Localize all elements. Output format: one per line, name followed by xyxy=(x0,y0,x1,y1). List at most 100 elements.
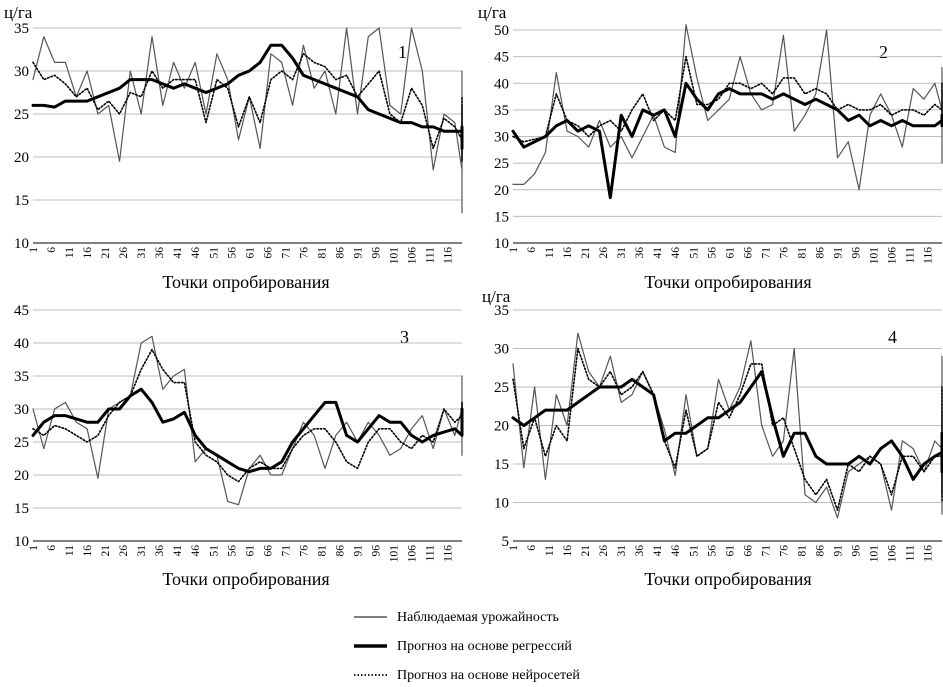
y-tick-label: 15 xyxy=(14,501,29,517)
y-tick-label: 35 xyxy=(494,303,509,319)
x-tick-label: 46 xyxy=(670,247,682,259)
x-tick-label: 1 xyxy=(28,545,40,551)
y-tick-label: 40 xyxy=(14,336,29,352)
panel-4-number: 4 xyxy=(888,327,897,347)
x-tick-label: 116 xyxy=(443,247,455,264)
series-line-dotted xyxy=(512,347,943,512)
panel-4: ц/га 4 Точки опробирования 5 10 15 20 25 30 35… xyxy=(482,287,943,589)
x-tick-label: 111 xyxy=(425,247,437,264)
x-tick-label: 16 xyxy=(562,545,574,557)
y-tick-label: 15 xyxy=(494,209,509,225)
x-tick-label: 6 xyxy=(526,545,538,551)
x-tick-label: 81 xyxy=(316,247,328,259)
x-tick-label: 16 xyxy=(82,247,94,259)
x-tick-label: 61 xyxy=(244,545,256,557)
y-tick-label: 50 xyxy=(494,23,509,39)
x-tick-label: 21 xyxy=(100,247,112,259)
panel-4-y-unit: ц/га xyxy=(482,287,511,306)
x-tick-label: 81 xyxy=(316,545,328,557)
y-tick-label: 40 xyxy=(494,76,509,92)
x-tick-label: 111 xyxy=(905,247,917,264)
series-line-dotted xyxy=(32,348,463,483)
x-tick-label: 61 xyxy=(724,545,736,557)
x-tick-label: 71 xyxy=(760,247,772,259)
y-tick-label: 45 xyxy=(14,303,29,319)
x-tick-label: 91 xyxy=(352,545,364,557)
x-tick-label: 31 xyxy=(616,545,628,557)
x-tick-label: 26 xyxy=(118,545,130,557)
x-tick-label: 66 xyxy=(742,545,754,557)
x-tick-label: 101 xyxy=(389,545,401,563)
series-line-dotted xyxy=(32,52,463,163)
x-tick-label: 96 xyxy=(850,545,862,557)
x-tick-label: 96 xyxy=(370,545,382,557)
x-tick-label: 41 xyxy=(172,247,184,259)
x-tick-label: 11 xyxy=(544,545,556,556)
legend: Наблюдаемая урожайность Прогноз на основ… xyxy=(354,610,580,683)
x-tick-label: 91 xyxy=(832,247,844,259)
x-tick-label: 61 xyxy=(724,247,736,259)
x-tick-label: 16 xyxy=(562,247,574,259)
x-tick-label: 26 xyxy=(598,545,610,557)
legend-label-observed: Наблюдаемая урожайность xyxy=(397,610,559,625)
x-tick-label: 81 xyxy=(796,545,808,557)
y-tick-label: 10 xyxy=(494,236,509,252)
y-tick-label: 15 xyxy=(494,457,509,473)
panel-2-number: 2 xyxy=(879,42,888,62)
x-tick-label: 1 xyxy=(508,247,520,253)
x-tick-label: 56 xyxy=(706,545,718,557)
x-tick-label: 51 xyxy=(208,247,220,259)
series-line-thick xyxy=(31,387,464,474)
y-tick-label: 20 xyxy=(14,468,29,484)
x-tick-label: 41 xyxy=(652,247,664,259)
x-tick-label: 1 xyxy=(28,247,40,253)
x-tick-label: 6 xyxy=(526,247,538,253)
x-tick-label: 91 xyxy=(832,545,844,557)
y-tick-label: 35 xyxy=(14,21,29,37)
x-tick-label: 106 xyxy=(887,247,899,265)
x-tick-label: 26 xyxy=(118,247,130,259)
x-tick-label: 36 xyxy=(634,247,646,259)
x-tick-label: 6 xyxy=(46,545,58,551)
y-tick-label: 10 xyxy=(14,236,29,252)
x-tick-label: 76 xyxy=(298,247,310,259)
x-tick-label: 66 xyxy=(262,545,274,557)
y-tick-label: 35 xyxy=(14,369,29,385)
y-tick-label: 20 xyxy=(494,419,509,435)
x-tick-label: 66 xyxy=(742,247,754,259)
x-tick-label: 46 xyxy=(190,545,202,557)
x-tick-label: 46 xyxy=(190,247,202,259)
x-tick-label: 11 xyxy=(64,247,76,258)
x-tick-label: 86 xyxy=(334,247,346,259)
x-tick-label: 101 xyxy=(389,247,401,265)
legend-label-regression: Прогноз на основе регрессий xyxy=(397,639,572,654)
x-tick-label: 11 xyxy=(64,545,76,556)
y-tick-label: 30 xyxy=(494,342,509,358)
y-tick-label: 25 xyxy=(494,380,509,396)
x-tick-label: 86 xyxy=(334,545,346,557)
x-tick-label: 6 xyxy=(46,247,58,253)
x-tick-label: 51 xyxy=(208,545,220,557)
x-tick-label: 56 xyxy=(226,247,238,259)
x-tick-label: 96 xyxy=(850,247,862,259)
x-tick-label: 36 xyxy=(154,545,166,557)
x-tick-label: 96 xyxy=(370,247,382,259)
panel-1: ц/га 1 Точки опробирования 10 15 20 25 30 35 1… xyxy=(4,3,464,292)
x-tick-label: 111 xyxy=(425,545,437,562)
legend-item-regression: Прогноз на основе регрессий xyxy=(354,639,572,654)
x-tick-label: 61 xyxy=(244,247,256,259)
x-tick-label: 31 xyxy=(136,247,148,259)
x-tick-label: 111 xyxy=(905,545,917,562)
x-tick-label: 41 xyxy=(652,545,664,557)
x-tick-label: 116 xyxy=(923,247,935,264)
y-tick-label: 15 xyxy=(14,193,29,209)
x-tick-label: 101 xyxy=(869,545,881,563)
x-tick-label: 86 xyxy=(814,545,826,557)
x-tick-label: 106 xyxy=(407,247,419,265)
x-tick-label: 106 xyxy=(407,545,419,563)
x-tick-label: 21 xyxy=(100,545,112,557)
x-tick-label: 36 xyxy=(154,247,166,259)
y-tick-label: 35 xyxy=(494,103,509,119)
y-tick-label: 5 xyxy=(502,534,510,550)
